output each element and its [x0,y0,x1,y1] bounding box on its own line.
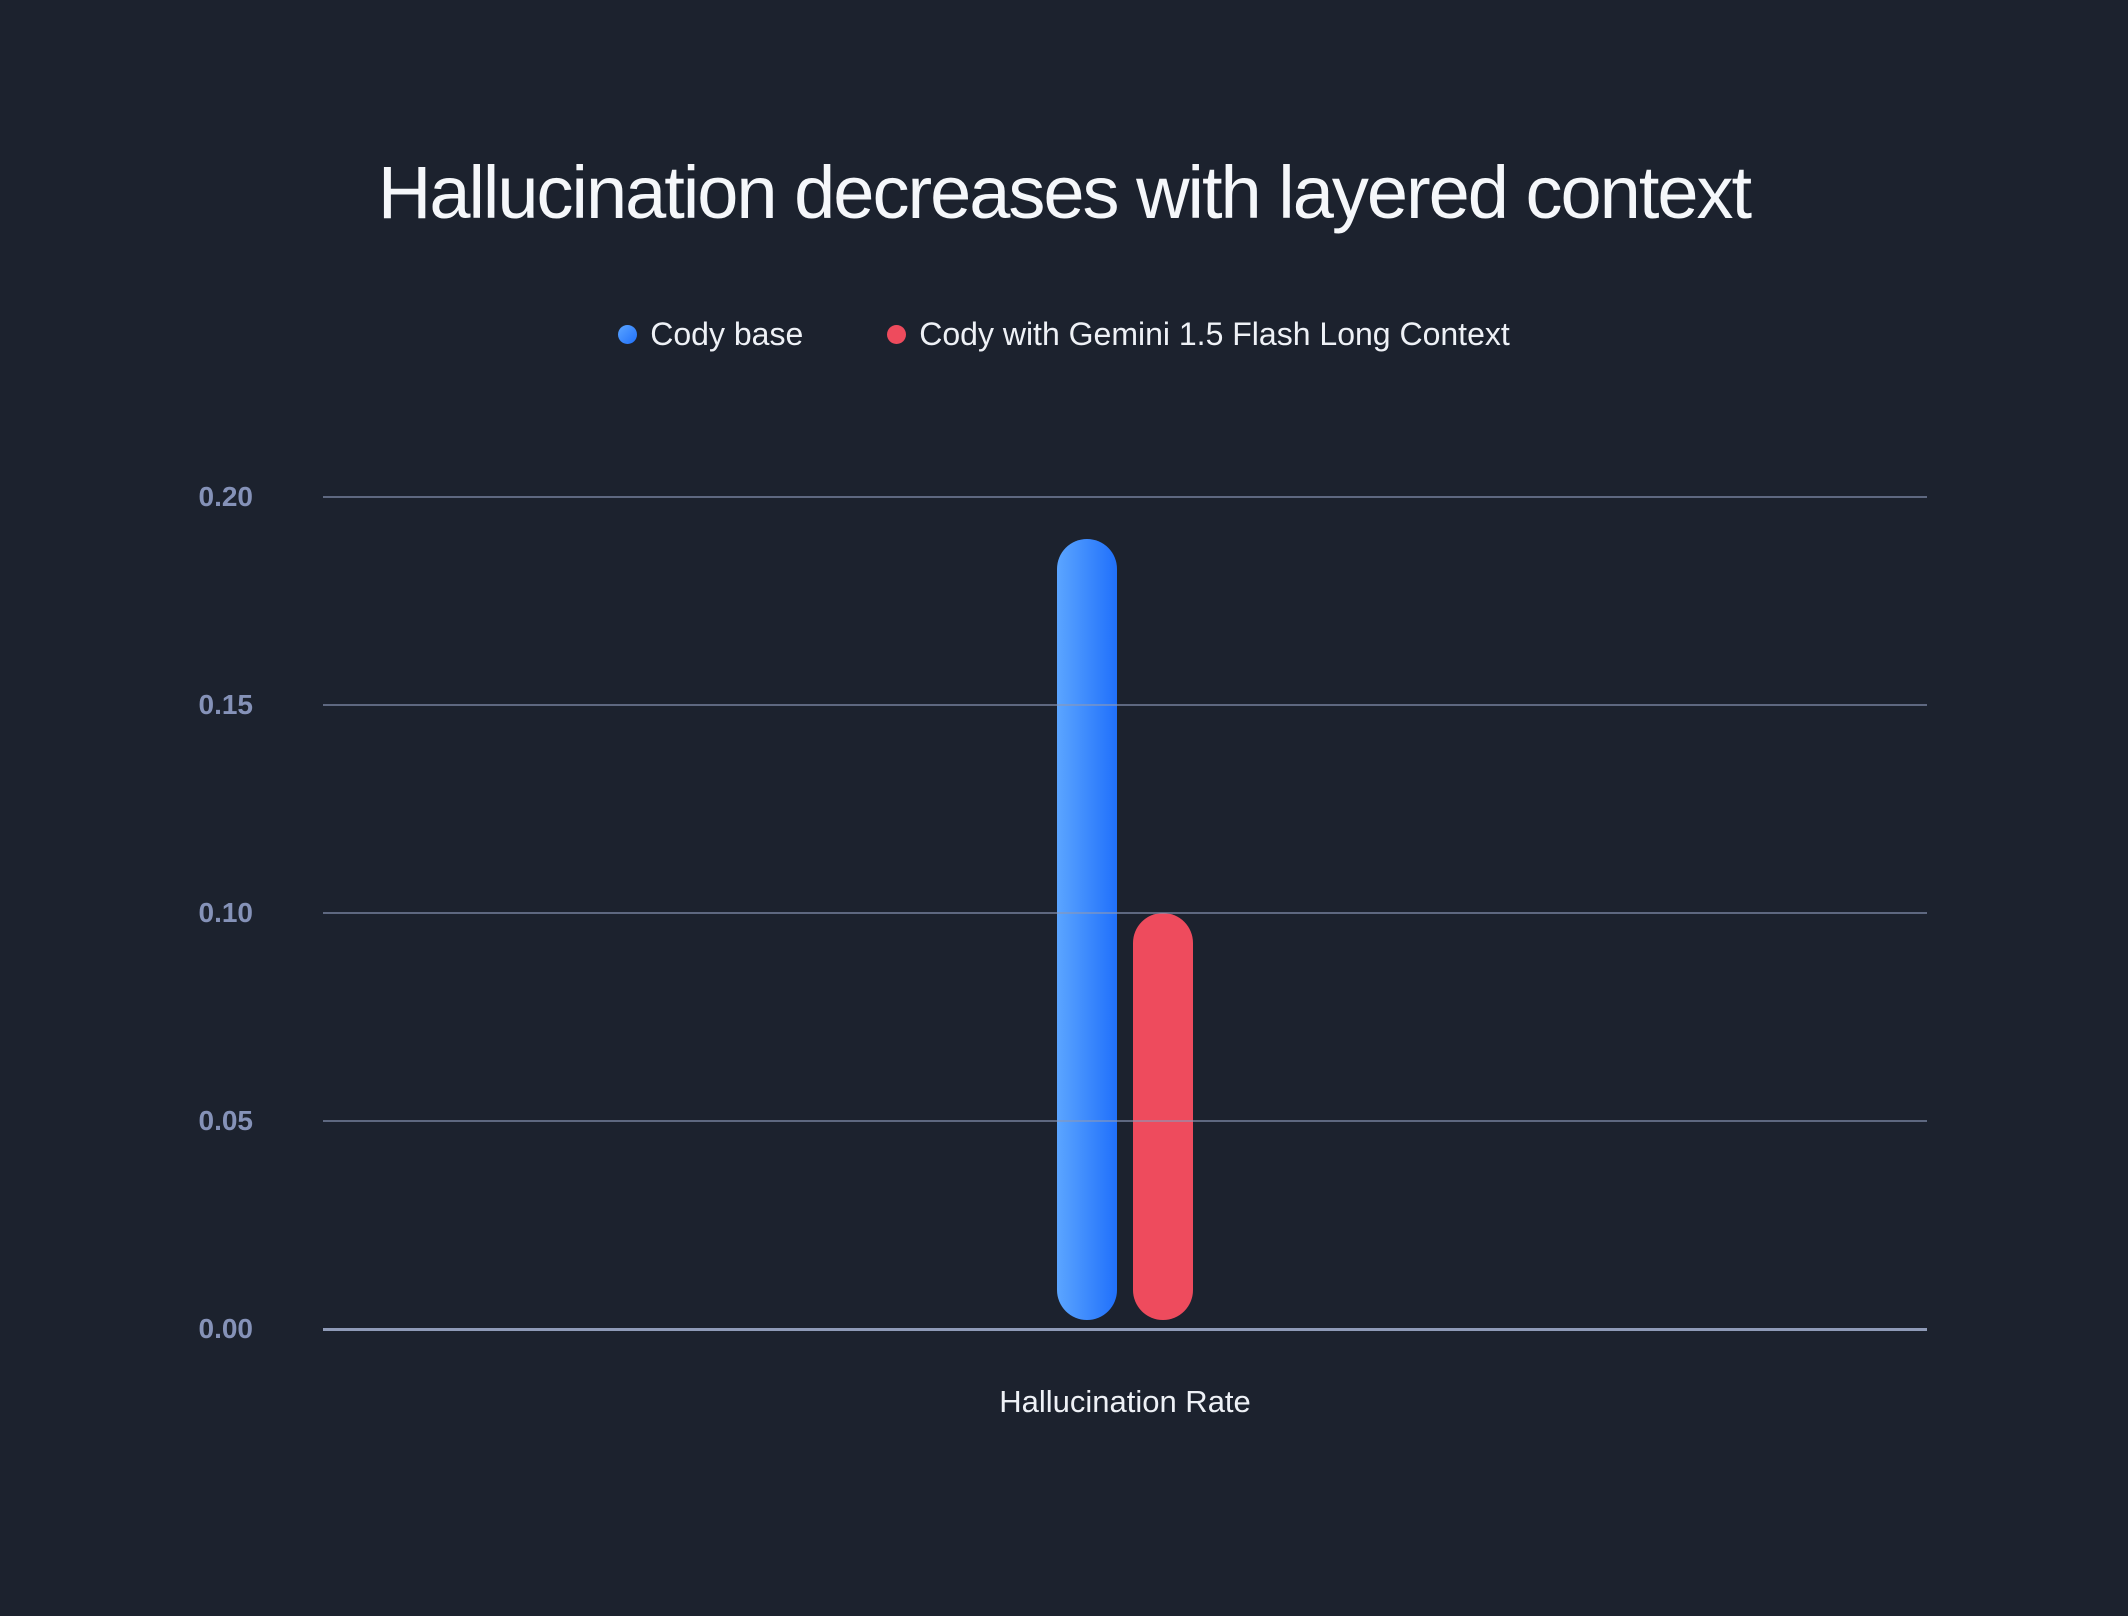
legend-dot-cody-base [618,324,638,344]
bar-cody-base[interactable] [1057,538,1117,1320]
y-axis-tick-labels: 0.00 0.05 0.10 0.15 0.20 [130,481,254,1344]
gridline [323,704,1927,706]
gridline [323,912,1927,914]
legend-item-cody-base[interactable]: Cody base [618,316,803,353]
chart-legend: Cody base Cody with Gemini 1.5 Flash Lon… [0,302,2128,366]
legend-dot-cody-gemini-long-context [887,324,907,344]
y-axis-tick-label: 0.20 [198,481,254,512]
legend-label-cody-base: Cody base [650,315,804,352]
x-axis-line [323,1328,1927,1331]
legend-label-cody-gemini-long-context: Cody with Gemini 1.5 Flash Long Context [919,315,1510,352]
gridline [323,1120,1927,1122]
legend-item-cody-gemini-long-context[interactable]: Cody with Gemini 1.5 Flash Long Context [887,316,1510,353]
gridline [323,496,1927,498]
y-axis-tick-label: 0.15 [198,689,254,720]
y-axis-tick-label: 0.10 [198,897,254,928]
plot-area [323,496,1927,1331]
y-axis-tick-label: 0.00 [198,1313,254,1344]
bar-cody-gemini-long-context[interactable] [1133,913,1193,1320]
y-axis-tick-label: 0.05 [198,1105,254,1136]
chart-title: Hallucination decreases with layered con… [377,151,1752,234]
x-axis-label: Hallucination Rate [999,1384,1251,1419]
